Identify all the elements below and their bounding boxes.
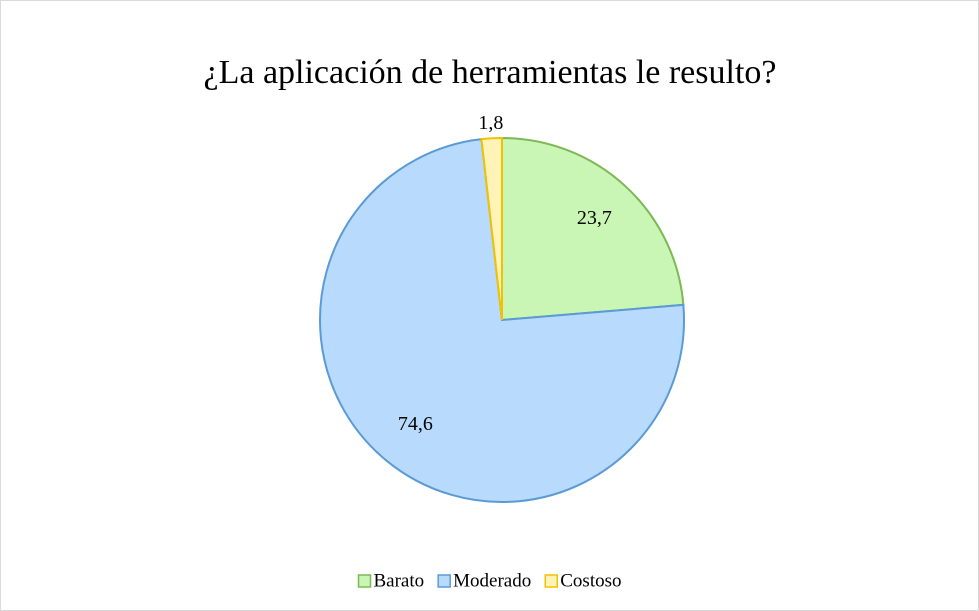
- data-label: 1,8: [478, 112, 503, 134]
- legend-label: Costoso: [560, 570, 621, 591]
- data-label: 74,6: [398, 413, 433, 435]
- pie-slice: [501, 136, 685, 322]
- legend-swatch: [437, 574, 451, 588]
- legend-label: Moderado: [453, 570, 531, 591]
- legend-label: Barato: [374, 570, 425, 591]
- data-label: 23,7: [577, 207, 612, 229]
- pie-slice: [480, 136, 503, 321]
- pie-slice: [319, 138, 685, 503]
- chart-title: ¿La aplicación de herramientas le result…: [204, 54, 777, 91]
- legend-swatch: [357, 574, 372, 588]
- legend-swatch: [544, 574, 558, 588]
